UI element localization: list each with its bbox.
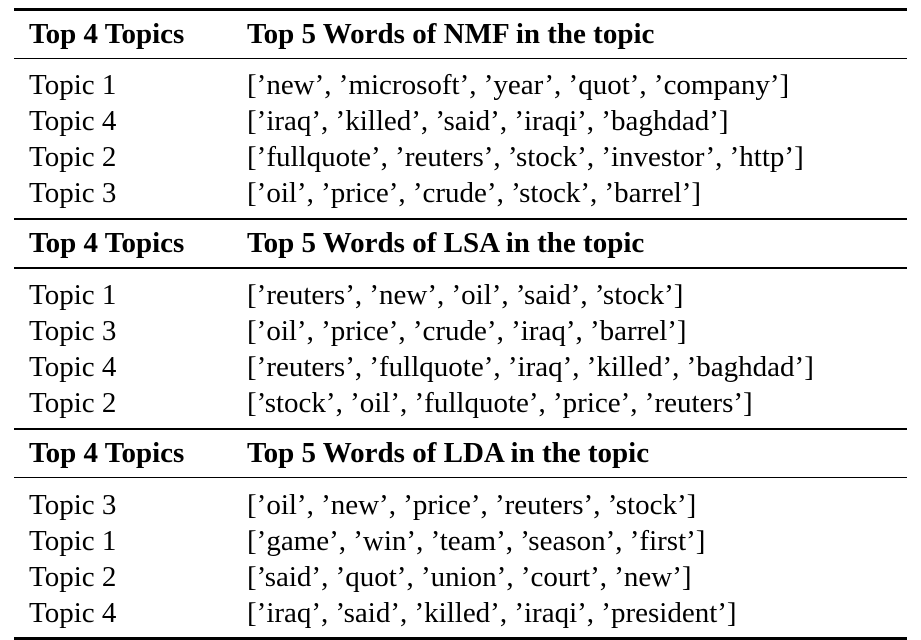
topic-label: Topic 4	[29, 596, 117, 629]
topic-label: Topic 3	[29, 315, 117, 348]
table-row: Topic 1 [’game’, ’win’, ’team’, ’season’…	[14, 523, 907, 559]
table-row: Topic 3 [’oil’, ’price’, ’crude’, ’stock…	[14, 176, 907, 212]
topic-label: Topic 1	[29, 524, 117, 557]
table-row: Topic 2 [’fullquote’, ’reuters’, ’stock’…	[14, 140, 907, 176]
topic-label: Topic 3	[29, 488, 117, 521]
topic-words: [’reuters’, ’new’, ’oil’, ’said’, ’stock…	[247, 279, 684, 312]
section-header-lda: Top 4 Topics Top 5 Words of LDA in the t…	[14, 430, 907, 477]
table-row: Topic 3 [’oil’, ’new’, ’price’, ’reuters…	[14, 487, 907, 523]
topic-label: Topic 4	[29, 351, 117, 384]
topic-label: Topic 1	[29, 279, 117, 312]
table-row: Topic 1 [’reuters’, ’new’, ’oil’, ’said’…	[14, 278, 907, 314]
header-topics-label: Top 4 Topics	[29, 437, 185, 470]
topic-words-table: Top 4 Topics Top 5 Words of NMF in the t…	[14, 8, 907, 640]
section-divider-rule	[14, 427, 907, 431]
topic-words: [’iraq’, ’said’, ’killed’, ’iraqi’, ’pre…	[247, 596, 737, 629]
section-header-rule	[14, 267, 907, 269]
table-row: Topic 3 [’oil’, ’price’, ’crude’, ’iraq’…	[14, 314, 907, 350]
table-row: Topic 2 [’stock’, ’oil’, ’fullquote’, ’p…	[14, 386, 907, 422]
section-body-nmf: Topic 1 [’new’, ’microsoft’, ’year’, ’qu…	[14, 59, 907, 218]
topic-words: [’game’, ’win’, ’team’, ’season’, ’first…	[247, 524, 706, 557]
table-row: Topic 4 [’iraq’, ’killed’, ’said’, ’iraq…	[14, 104, 907, 140]
section-body-lsa: Topic 1 [’reuters’, ’new’, ’oil’, ’said’…	[14, 269, 907, 428]
topic-label: Topic 1	[29, 69, 117, 102]
table-row: Topic 4 [’reuters’, ’fullquote’, ’iraq’,…	[14, 350, 907, 386]
topic-label: Topic 2	[29, 560, 117, 593]
topic-words: [’said’, ’quot’, ’union’, ’court’, ’new’…	[247, 560, 692, 593]
topic-words: [’fullquote’, ’reuters’, ’stock’, ’inves…	[247, 141, 804, 174]
topic-words: [’oil’, ’price’, ’crude’, ’iraq’, ’barre…	[247, 315, 687, 348]
topic-label: Topic 3	[29, 177, 117, 210]
topic-label: Topic 2	[29, 141, 117, 174]
topic-words: [’reuters’, ’fullquote’, ’iraq’, ’killed…	[247, 351, 814, 384]
section-header-rule	[14, 57, 907, 59]
header-topics-label: Top 4 Topics	[29, 17, 185, 50]
header-words-label: Top 5 Words of LDA in the topic	[247, 437, 650, 470]
topic-words: [’iraq’, ’killed’, ’said’, ’iraqi’, ’bag…	[247, 105, 729, 138]
table-row: Topic 1 [’new’, ’microsoft’, ’year’, ’qu…	[14, 68, 907, 104]
table-top-rule	[14, 8, 907, 11]
topic-words: [’oil’, ’new’, ’price’, ’reuters’, ’stoc…	[247, 488, 697, 521]
table-row: Topic 2 [’said’, ’quot’, ’union’, ’court…	[14, 559, 907, 595]
section-header-nmf: Top 4 Topics Top 5 Words of NMF in the t…	[14, 11, 907, 58]
topic-words: [’new’, ’microsoft’, ’year’, ’quot’, ’co…	[247, 69, 790, 102]
header-words-label: Top 5 Words of LSA in the topic	[247, 227, 645, 260]
section-header-rule	[14, 477, 907, 479]
section-body-lda: Topic 3 [’oil’, ’new’, ’price’, ’reuters…	[14, 478, 907, 637]
section-divider-rule	[14, 217, 907, 221]
section-header-lsa: Top 4 Topics Top 5 Words of LSA in the t…	[14, 220, 907, 267]
table-row: Topic 4 [’iraq’, ’said’, ’killed’, ’iraq…	[14, 595, 907, 631]
header-topics-label: Top 4 Topics	[29, 227, 185, 260]
topic-label: Topic 2	[29, 387, 117, 420]
header-words-label: Top 5 Words of NMF in the topic	[247, 17, 655, 50]
topic-words: [’oil’, ’price’, ’crude’, ’stock’, ’barr…	[247, 177, 702, 210]
topic-label: Topic 4	[29, 105, 117, 138]
topic-words: [’stock’, ’oil’, ’fullquote’, ’price’, ’…	[247, 387, 753, 420]
